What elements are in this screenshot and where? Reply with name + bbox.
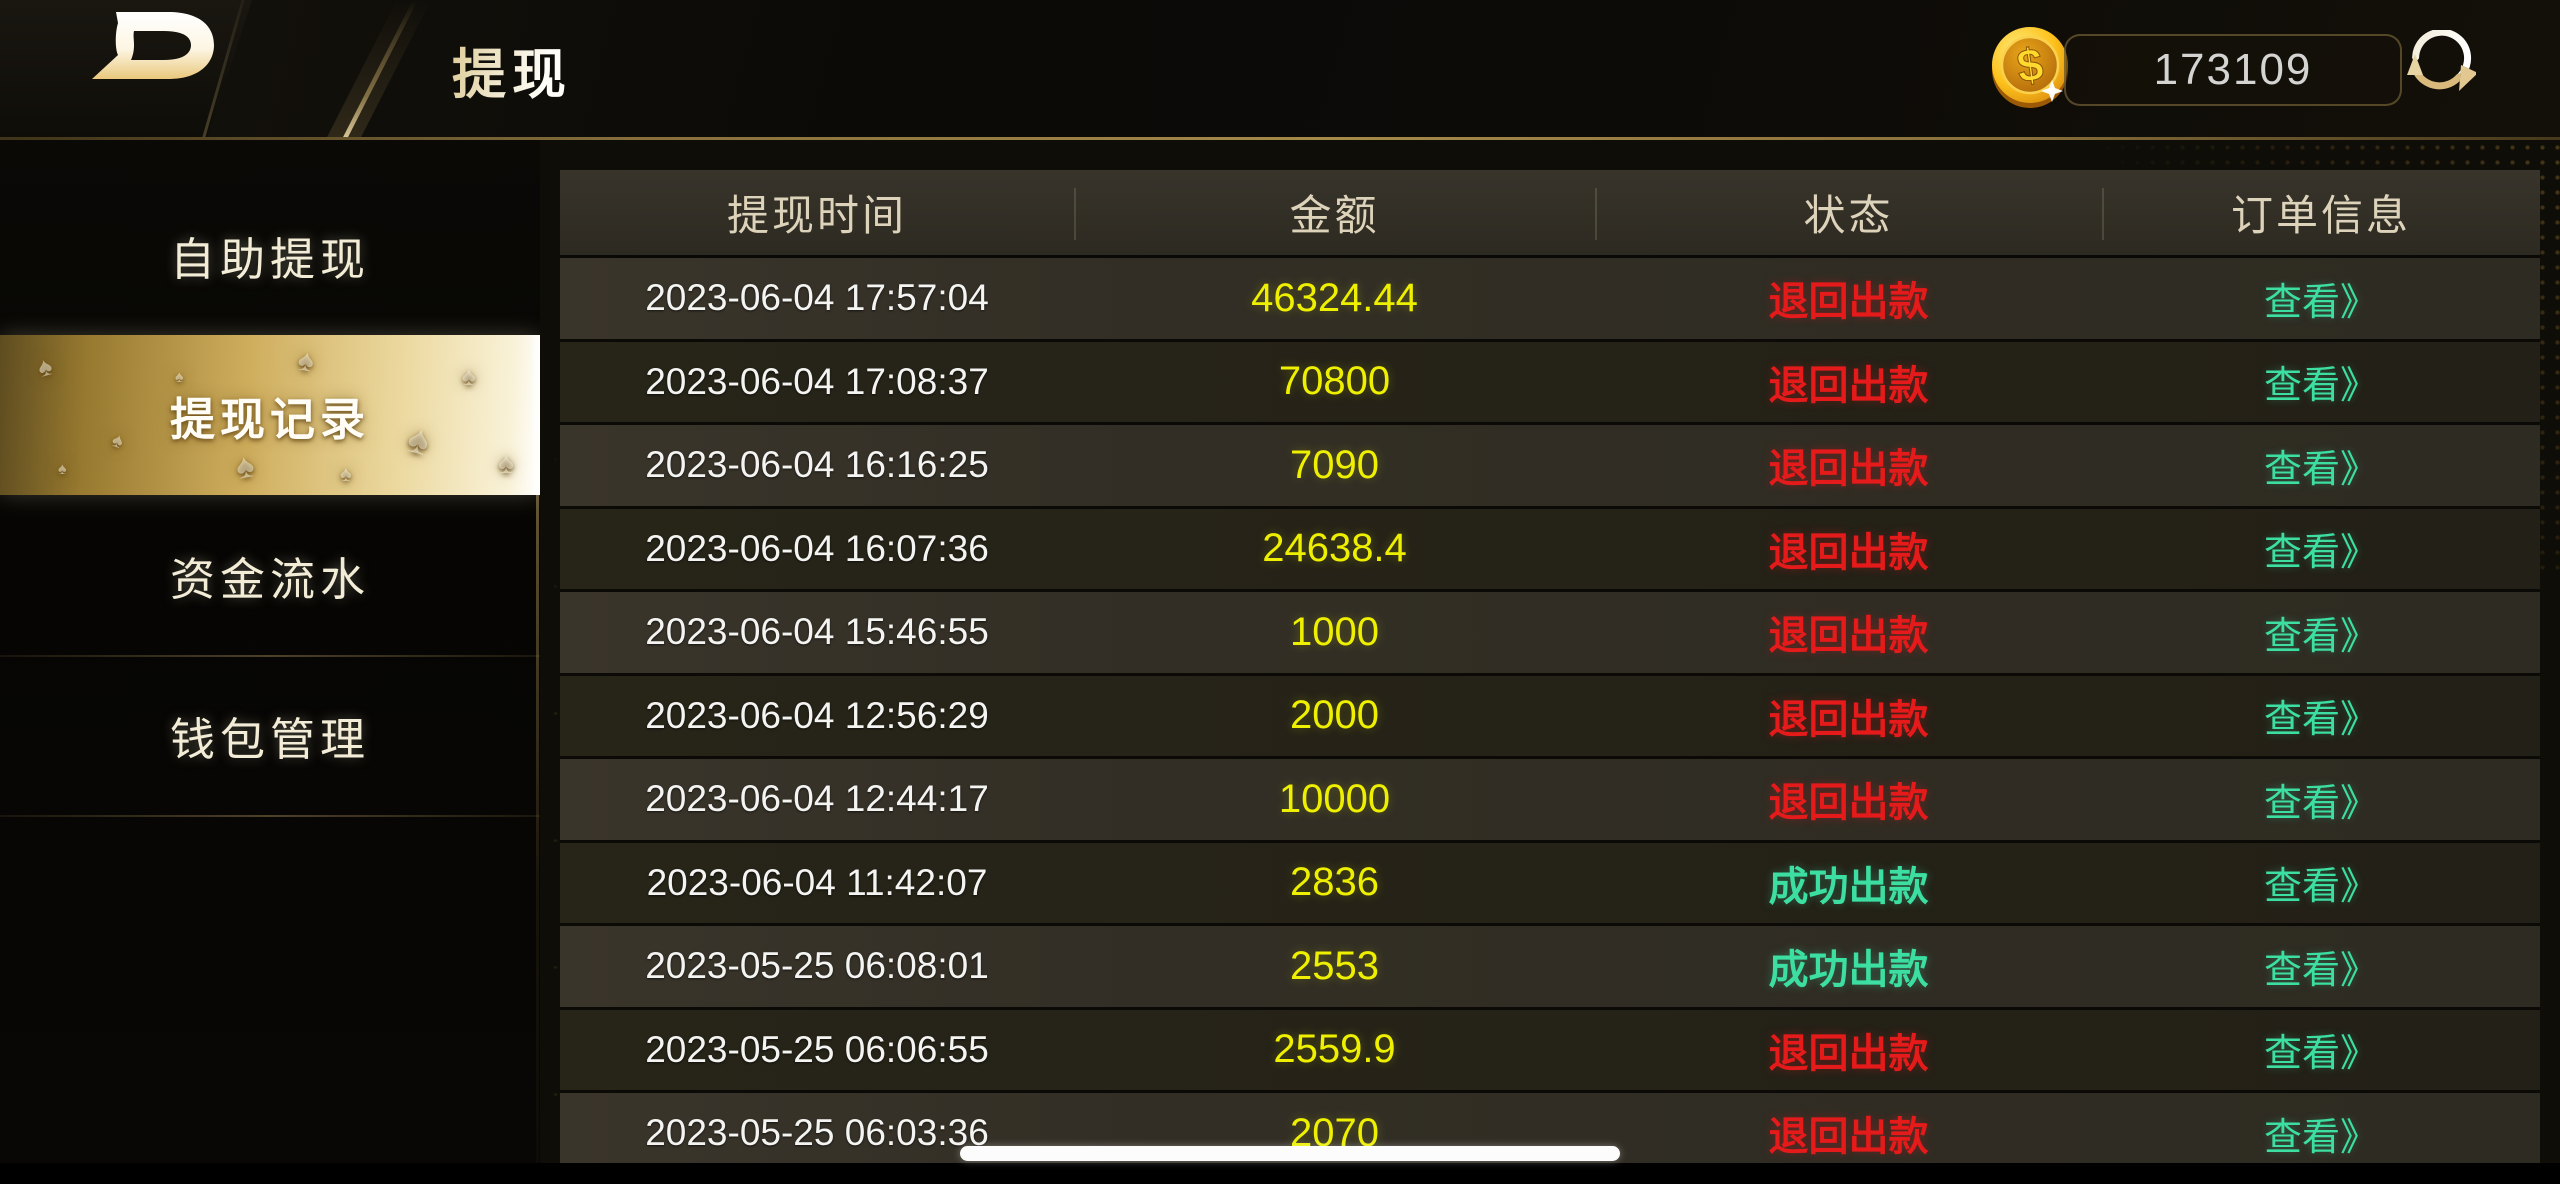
withdraw-records-table: 提现时间 金额 状态 订单信息 2023-06-04 17:57:04 46324… <box>560 170 2540 1163</box>
table-row: 2023-06-04 16:07:36 24638.4 退回出款 查看》 <box>560 508 2540 592</box>
withdraw-time: 2023-05-25 06:06:55 <box>645 1028 989 1070</box>
withdraw-status: 退回出款 <box>1768 447 1929 492</box>
column-header-order: 订单信息 <box>2102 170 2540 255</box>
sidebar-item-label: 钱包管理 <box>169 713 370 765</box>
column-header-time: 提现时间 <box>726 192 907 239</box>
table-header: 提现时间 金额 状态 订单信息 <box>560 170 2540 258</box>
coin-dollar-icon: $ <box>1988 24 2072 115</box>
withdraw-amount: 2000 <box>1290 693 1379 738</box>
sidebar-divider <box>0 815 540 817</box>
withdraw-time: 2023-06-04 11:42:07 <box>646 861 988 903</box>
sidebar-divider <box>0 655 540 657</box>
main-content: 提现时间 金额 状态 订单信息 2023-06-04 17:57:04 46324… <box>540 140 2560 1163</box>
sidebar-item-3[interactable]: 资金流水 <box>0 495 540 655</box>
spade-icon <box>233 445 262 487</box>
sidebar-item-label: 资金流水 <box>169 553 370 605</box>
withdraw-amount: 2836 <box>1290 860 1379 905</box>
svg-text:$: $ <box>2014 37 2047 92</box>
sidebar-menu: 自助提现提现记录资金流水钱包管理 <box>0 140 540 1163</box>
view-order-link[interactable]: 查看》 <box>2263 699 2378 742</box>
spade-icon <box>109 429 132 456</box>
withdraw-status: 退回出款 <box>1768 614 1929 659</box>
table-row: 2023-06-04 12:44:17 10000 退回出款 查看》 <box>560 759 2540 843</box>
withdraw-status: 退回出款 <box>1768 781 1929 826</box>
withdraw-time: 2023-06-04 12:44:17 <box>645 778 989 820</box>
withdraw-time: 2023-05-25 06:08:01 <box>645 945 989 987</box>
table-row: 2023-05-25 06:08:01 2553 成功出款 查看》 <box>560 926 2540 1010</box>
table-body: 2023-06-04 17:57:04 46324.44 退回出款 查看》 2023-0… <box>560 258 2540 1163</box>
spade-icon <box>498 447 519 481</box>
table-row: 2023-06-04 16:16:25 7090 退回出款 查看》 <box>560 425 2540 509</box>
sidebar-item-label: 自助提现 <box>169 233 370 285</box>
spade-icon <box>58 461 72 479</box>
view-order-link[interactable]: 查看》 <box>2263 448 2378 491</box>
withdraw-amount: 10000 <box>1278 776 1391 821</box>
balance-value: 173109 <box>2153 45 2313 94</box>
spade-icon <box>34 349 60 384</box>
spade-icon <box>295 343 322 380</box>
table-row: 2023-06-04 17:08:37 70800 退回出款 查看》 <box>560 341 2540 425</box>
balance-pill: 173109 <box>2064 34 2402 106</box>
table-row: 2023-06-04 11:42:07 2836 成功出款 查看》 <box>560 842 2540 926</box>
sidebar-item-2[interactable]: 提现记录 <box>0 335 540 495</box>
column-header-amount: 金额 <box>1074 170 1595 255</box>
withdraw-time: 2023-06-04 16:16:25 <box>645 444 989 486</box>
sidebar-item-4[interactable]: 钱包管理 <box>0 655 540 815</box>
table-row: 2023-06-04 12:56:29 2000 退回出款 查看》 <box>560 675 2540 759</box>
top-bar: 提现 $ <box>0 0 2560 137</box>
withdraw-status: 退回出款 <box>1768 280 1929 325</box>
withdraw-time: 2023-05-25 06:03:36 <box>645 1112 989 1154</box>
view-order-link[interactable]: 查看》 <box>2263 1033 2378 1076</box>
home-indicator-bar[interactable] <box>960 1146 1620 1161</box>
withdraw-status: 成功出款 <box>1768 864 1929 909</box>
withdraw-status: 退回出款 <box>1768 1115 1929 1160</box>
column-header-status: 状态 <box>1595 170 2102 255</box>
sidebar-item-1[interactable]: 自助提现 <box>0 175 540 335</box>
withdraw-time: 2023-06-04 17:08:37 <box>645 360 989 402</box>
withdraw-time: 2023-06-04 12:56:29 <box>645 694 989 736</box>
view-order-link[interactable]: 查看》 <box>2263 949 2378 992</box>
page-title: 提现 <box>452 30 572 109</box>
withdraw-status: 退回出款 <box>1768 697 1929 742</box>
gold-streak <box>343 0 418 137</box>
brand-logo-d-icon[interactable] <box>84 8 220 89</box>
withdraw-amount: 2553 <box>1290 943 1379 988</box>
withdraw-amount: 46324.44 <box>1251 275 1418 320</box>
view-order-link[interactable]: 查看》 <box>2263 1116 2378 1159</box>
view-order-link[interactable]: 查看》 <box>2263 365 2378 408</box>
withdraw-status: 成功出款 <box>1768 948 1929 993</box>
gold-divider-line <box>0 137 2560 140</box>
sidebar-item-label: 提现记录 <box>169 393 370 445</box>
view-order-link[interactable]: 查看》 <box>2263 782 2378 825</box>
withdraw-amount: 7090 <box>1290 442 1379 487</box>
withdraw-status: 退回出款 <box>1768 530 1929 575</box>
table-row: 2023-06-04 15:46:55 1000 退回出款 查看》 <box>560 592 2540 676</box>
view-order-link[interactable]: 查看》 <box>2263 281 2378 324</box>
view-order-link[interactable]: 查看》 <box>2263 615 2378 658</box>
spade-icon <box>403 416 440 466</box>
view-order-link[interactable]: 查看》 <box>2263 866 2378 909</box>
withdraw-status: 退回出款 <box>1768 1031 1929 1076</box>
withdraw-amount: 70800 <box>1278 359 1391 404</box>
spade-icon <box>462 361 481 392</box>
table-row: 2023-06-04 17:57:04 46324.44 退回出款 查看》 <box>560 258 2540 342</box>
refresh-icon[interactable] <box>2404 28 2478 107</box>
bottom-black-bar <box>0 1163 2560 1184</box>
withdraw-amount: 24638.4 <box>1262 526 1407 571</box>
withdraw-amount: 1000 <box>1290 609 1379 654</box>
spade-icon <box>340 461 357 487</box>
withdraw-amount: 2559.9 <box>1273 1027 1396 1072</box>
view-order-link[interactable]: 查看》 <box>2263 532 2378 575</box>
withdraw-status: 退回出款 <box>1768 363 1929 408</box>
withdraw-time: 2023-06-04 15:46:55 <box>645 611 989 653</box>
withdraw-time: 2023-06-04 16:07:36 <box>645 527 989 569</box>
table-row: 2023-05-25 06:06:55 2559.9 退回出款 查看》 <box>560 1009 2540 1093</box>
withdraw-time: 2023-06-04 17:57:04 <box>645 277 989 319</box>
sidebar-edge-sheen <box>536 480 539 1163</box>
